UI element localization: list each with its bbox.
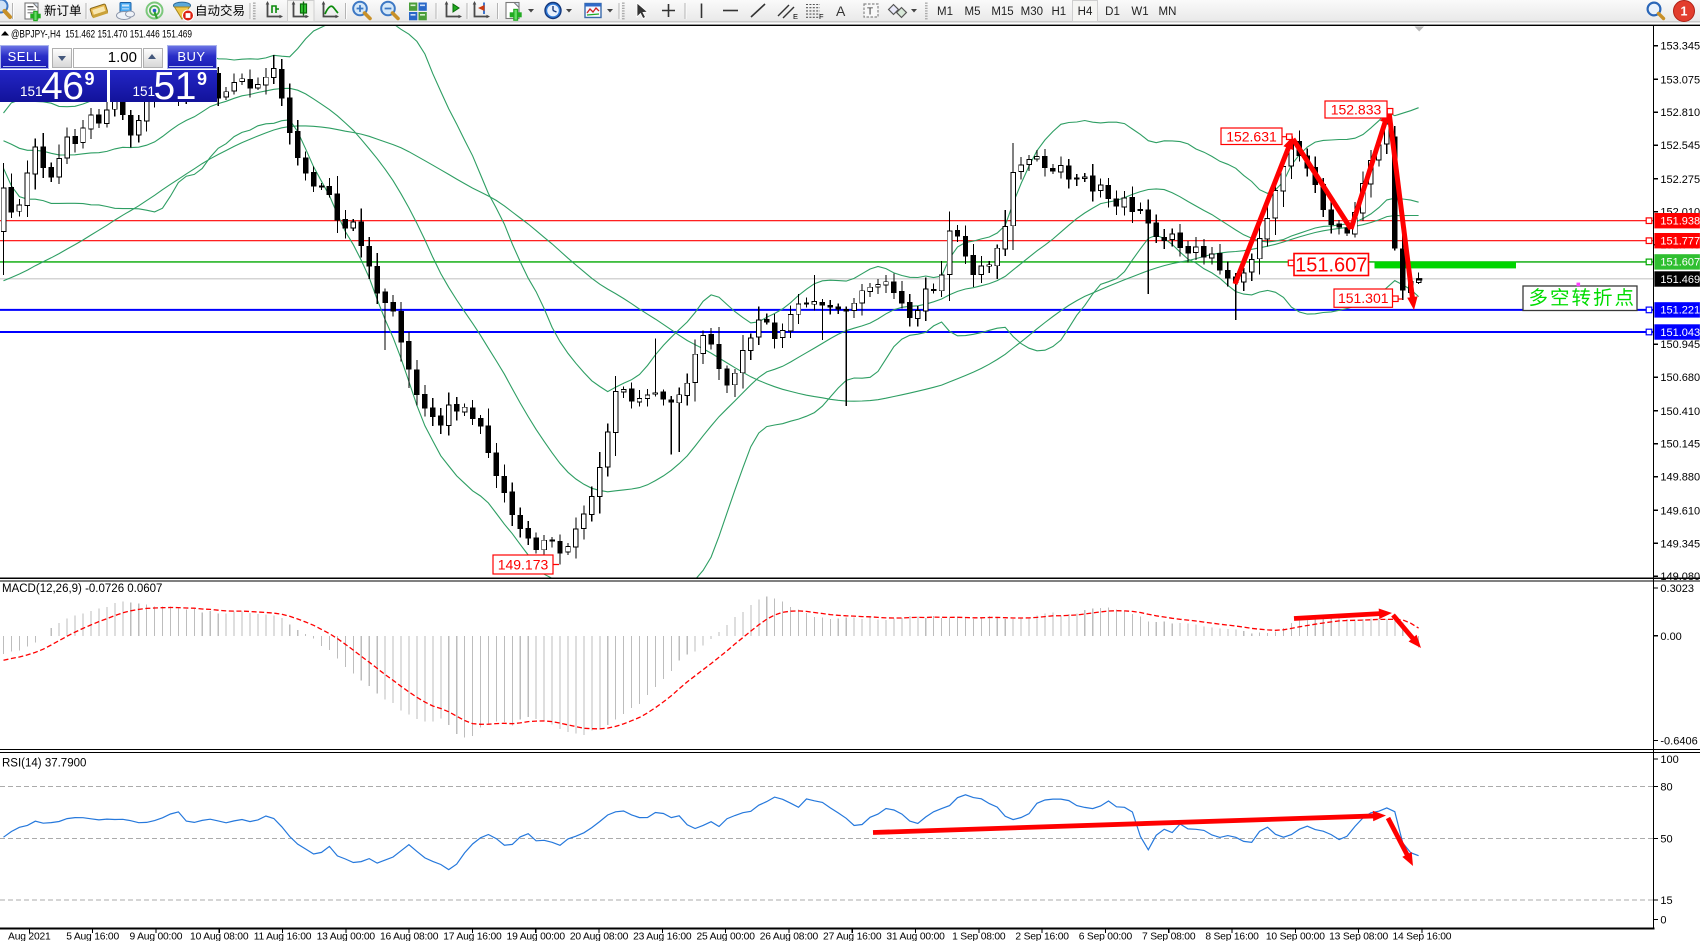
svg-text:-0.6406: -0.6406	[1660, 736, 1697, 748]
svg-text:151.607: 151.607	[1660, 257, 1700, 269]
svg-text:@BPJPY-,H4 151.462 151.470 15: @BPJPY-,H4 151.462 151.470 151.446 151.4…	[11, 28, 192, 40]
svg-text:150.410: 150.410	[1660, 406, 1700, 418]
svg-text:M5: M5	[965, 6, 981, 18]
svg-text:6 Sep 00:00: 6 Sep 00:00	[1079, 932, 1133, 941]
svg-text:150.945: 150.945	[1660, 339, 1700, 351]
svg-text:F: F	[819, 12, 824, 21]
svg-text:M15: M15	[991, 6, 1013, 18]
svg-text:H1: H1	[1051, 6, 1066, 18]
svg-text:14 Sep 16:00: 14 Sep 16:00	[1392, 932, 1451, 941]
svg-text:149.173: 149.173	[498, 557, 549, 573]
svg-text:13 Sep 08:00: 13 Sep 08:00	[1329, 932, 1388, 941]
svg-text:151.221: 151.221	[1660, 305, 1700, 317]
svg-text:9 Aug 00:00: 9 Aug 00:00	[130, 932, 183, 941]
svg-text:17 Aug 16:00: 17 Aug 16:00	[443, 932, 502, 941]
svg-text:151.043: 151.043	[1660, 327, 1700, 339]
svg-text:Aug 2021: Aug 2021	[8, 932, 51, 941]
svg-text:150.680: 150.680	[1660, 372, 1700, 384]
svg-text:152.545: 152.545	[1660, 140, 1700, 152]
svg-text:50: 50	[1660, 834, 1672, 846]
svg-text:MN: MN	[1159, 6, 1177, 18]
svg-text:151.777: 151.777	[1660, 236, 1700, 248]
svg-text:20 Aug 08:00: 20 Aug 08:00	[570, 932, 629, 941]
svg-text:151.469: 151.469	[1660, 274, 1700, 286]
svg-text:27 Aug 16:00: 27 Aug 16:00	[823, 932, 882, 941]
svg-text:D1: D1	[1105, 6, 1120, 18]
svg-text:26 Aug 08:00: 26 Aug 08:00	[760, 932, 819, 941]
svg-text:80: 80	[1660, 782, 1672, 794]
svg-text:15: 15	[1660, 895, 1672, 907]
svg-text:T: T	[867, 7, 873, 18]
svg-text:RSI(14) 37.7900: RSI(14) 37.7900	[2, 758, 86, 770]
svg-text:M30: M30	[1021, 6, 1043, 18]
svg-text:11 Aug 16:00: 11 Aug 16:00	[254, 932, 312, 941]
svg-text:A: A	[836, 3, 846, 19]
svg-text:152.810: 152.810	[1660, 107, 1700, 119]
svg-text:13 Aug 00:00: 13 Aug 00:00	[317, 932, 376, 941]
svg-text:0.00: 0.00	[1660, 631, 1681, 643]
svg-text:150.145: 150.145	[1660, 439, 1700, 451]
svg-text:151.607: 151.607	[1295, 255, 1367, 277]
svg-text:1: 1	[1681, 5, 1688, 19]
svg-text:149.610: 149.610	[1660, 505, 1700, 517]
svg-text:19 Aug 00:00: 19 Aug 00:00	[507, 932, 566, 941]
svg-text:151.301: 151.301	[1338, 290, 1389, 306]
svg-text:25 Aug 00:00: 25 Aug 00:00	[696, 932, 755, 941]
svg-text:7 Sep 08:00: 7 Sep 08:00	[1142, 932, 1196, 941]
svg-text:E: E	[793, 12, 798, 21]
svg-text:100: 100	[1660, 754, 1678, 766]
svg-text:W1: W1	[1131, 6, 1148, 18]
svg-text:151.938: 151.938	[1660, 216, 1700, 228]
svg-text:149.880: 149.880	[1660, 472, 1700, 484]
svg-text:31 Aug 00:00: 31 Aug 00:00	[886, 932, 945, 941]
svg-text:153.075: 153.075	[1660, 74, 1700, 86]
svg-text:10 Aug 08:00: 10 Aug 08:00	[190, 932, 249, 941]
svg-text:149.080: 149.080	[1660, 571, 1700, 583]
svg-text:16 Aug 08:00: 16 Aug 08:00	[380, 932, 439, 941]
svg-text:5 Aug 16:00: 5 Aug 16:00	[66, 932, 119, 941]
svg-text:153.345: 153.345	[1660, 41, 1700, 53]
svg-text:M1: M1	[937, 6, 953, 18]
svg-text:0.3023: 0.3023	[1660, 583, 1694, 595]
svg-text:H4: H4	[1078, 6, 1093, 18]
svg-text:152.631: 152.631	[1226, 128, 1277, 144]
svg-text:2 Sep 16:00: 2 Sep 16:00	[1015, 932, 1069, 941]
svg-text:152.275: 152.275	[1660, 174, 1700, 186]
svg-text:MACD(12,26,9) -0.0726 0.0607: MACD(12,26,9) -0.0726 0.0607	[2, 583, 162, 595]
svg-text:0: 0	[1660, 915, 1666, 927]
svg-text:10 Sep 00:00: 10 Sep 00:00	[1266, 932, 1325, 941]
svg-text:23 Aug 16:00: 23 Aug 16:00	[633, 932, 692, 941]
svg-text:152.833: 152.833	[1331, 102, 1382, 118]
svg-text:1 Sep 08:00: 1 Sep 08:00	[952, 932, 1006, 941]
svg-text:149.345: 149.345	[1660, 538, 1700, 550]
svg-text:8 Sep 16:00: 8 Sep 16:00	[1205, 932, 1259, 941]
